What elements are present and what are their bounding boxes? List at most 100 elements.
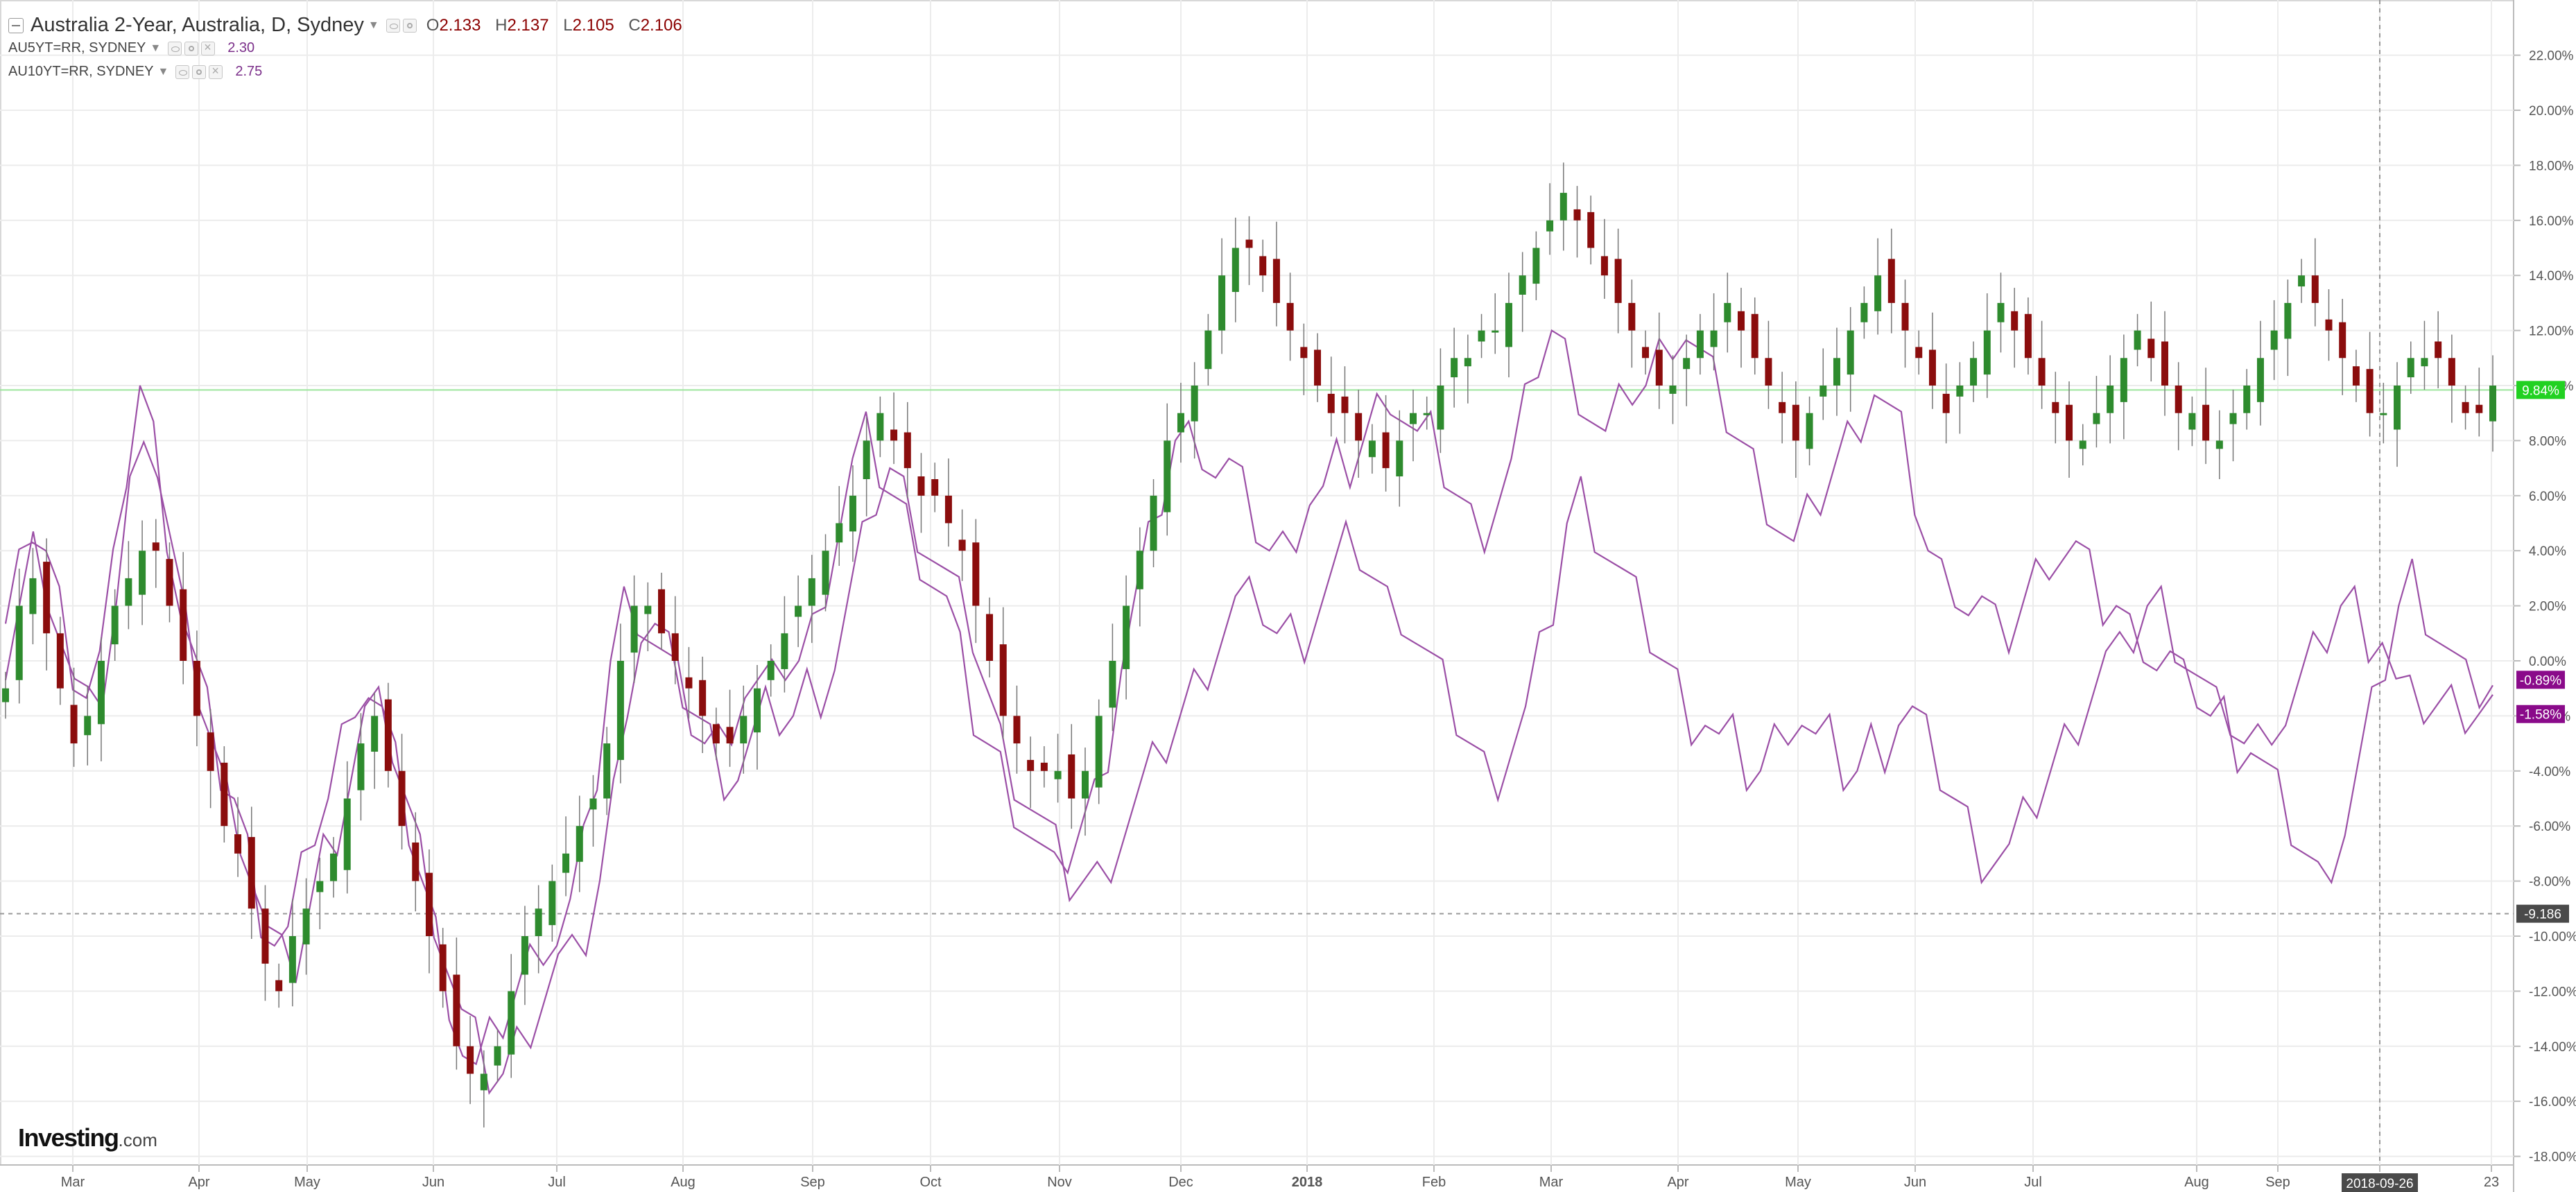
study-row-10y: AU10YT=RR, SYDNEY ▼ 2.75	[8, 64, 262, 80]
candle-body	[1382, 432, 1390, 469]
chevron-down-icon[interactable]: ▼	[157, 65, 169, 78]
candle-body	[111, 605, 119, 645]
candle-body	[917, 476, 925, 496]
candle-body	[2066, 404, 2073, 441]
investing-logo: Investing.com	[18, 1123, 157, 1152]
symbol-title[interactable]: Australia 2-Year, Australia, D, Sydney	[31, 14, 364, 36]
candle-body	[139, 551, 146, 595]
candle-body	[1519, 275, 1526, 295]
candle-body	[234, 834, 242, 854]
crosshair-date-badge	[2342, 1173, 2418, 1192]
candle-body	[2325, 319, 2333, 331]
y-tick-label: 20.00%	[2529, 104, 2574, 119]
candle-body	[2038, 358, 2046, 386]
candle-body	[1095, 716, 1103, 788]
close-icon[interactable]	[209, 64, 223, 79]
candle-body	[2229, 413, 2237, 424]
eye-icon[interactable]	[386, 18, 400, 33]
chevron-down-icon[interactable]: ▼	[150, 42, 162, 54]
y-tick-label: 8.00%	[2529, 434, 2566, 449]
candle-body	[1628, 302, 1636, 331]
grid	[0, 0, 2521, 1192]
candle-body	[1300, 347, 1308, 359]
compare-series-line	[4, 440, 2493, 1096]
candle-body	[2475, 404, 2483, 413]
candle-body	[2011, 311, 2019, 331]
candle-body	[288, 936, 296, 983]
candle-body	[1068, 754, 1075, 799]
x-tick-label: Jul	[548, 1175, 566, 1190]
candle-body	[1874, 275, 1882, 311]
candle-body	[2270, 330, 2278, 350]
study-row-5y: AU5YT=RR, SYDNEY ▼ 2.30	[8, 40, 254, 56]
candle-body	[1724, 302, 1731, 322]
chevron-down-icon[interactable]: ▼	[368, 19, 379, 31]
candle-body	[2352, 366, 2360, 386]
study-name[interactable]: AU10YT=RR, SYDNEY	[8, 64, 154, 79]
candle-body	[1860, 302, 1868, 322]
candle-body	[1792, 404, 1799, 441]
candle-body	[1765, 358, 1772, 386]
candle-body	[685, 677, 693, 689]
candle-body	[836, 523, 843, 543]
candle-body	[1027, 759, 1035, 771]
y-tick-label: 12.00%	[2529, 325, 2574, 339]
candle-body	[275, 980, 283, 992]
candle-body	[1505, 302, 1512, 347]
x-tick-label: Dec	[1168, 1175, 1193, 1190]
candle-body	[1546, 220, 1554, 232]
y-tick-label: -18.00%	[2529, 1150, 2576, 1165]
candle-body	[2339, 322, 2346, 359]
eye-icon[interactable]	[175, 64, 190, 79]
candle-body	[904, 432, 911, 469]
y-tick-label: 14.00%	[2529, 269, 2574, 284]
x-tick-label: Jun	[422, 1175, 444, 1190]
y-tick-label: 16.00%	[2529, 214, 2574, 229]
candle-body	[671, 633, 679, 661]
candle-body	[1642, 347, 1650, 359]
eye-icon[interactable]	[168, 41, 182, 55]
candle-body	[316, 881, 324, 892]
candle-body	[2147, 338, 2155, 359]
candle-body	[1040, 762, 1048, 771]
y-tick-label: -14.00%	[2529, 1040, 2576, 1055]
price-badge-label: -0.89%	[2520, 673, 2561, 688]
x-tick-label: Aug	[2184, 1175, 2209, 1190]
x-tick-label: Jul	[2024, 1175, 2042, 1190]
y-tick-label: 2.00%	[2529, 600, 2566, 614]
candle-body	[1327, 393, 1335, 413]
gear-icon[interactable]	[402, 18, 417, 33]
candle-body	[1559, 193, 1567, 221]
candle-body	[1983, 330, 1991, 375]
close-icon[interactable]	[201, 40, 216, 55]
candle-body	[357, 743, 365, 791]
candle-body	[508, 991, 515, 1055]
collapse-legend-icon[interactable]	[8, 17, 24, 33]
candle-body	[2052, 401, 2059, 413]
gear-icon[interactable]	[192, 64, 207, 79]
candle-body	[1081, 770, 1089, 799]
candle-body	[999, 644, 1007, 716]
gear-icon[interactable]	[184, 41, 199, 55]
candle-body	[712, 724, 720, 744]
candle-body	[822, 551, 829, 595]
candle-body	[521, 936, 528, 975]
candle-body	[453, 974, 460, 1046]
x-tick-label: May	[294, 1175, 320, 1190]
candle-body	[876, 413, 884, 441]
candle-body	[371, 716, 379, 752]
candle-body	[180, 589, 187, 661]
price-badge	[2516, 705, 2565, 723]
candle-body	[2202, 404, 2210, 441]
candle-body	[753, 688, 761, 733]
candle-body	[207, 732, 214, 771]
candle-body	[2175, 386, 2182, 413]
candle-body	[1423, 413, 1430, 415]
candle-body	[726, 727, 734, 744]
candle-body	[1231, 248, 1239, 293]
study-name[interactable]: AU5YT=RR, SYDNEY	[8, 40, 146, 55]
candle-body	[1532, 248, 1540, 284]
y-tick-label: -8.00%	[2529, 875, 2570, 890]
candle-body	[1451, 358, 1458, 378]
